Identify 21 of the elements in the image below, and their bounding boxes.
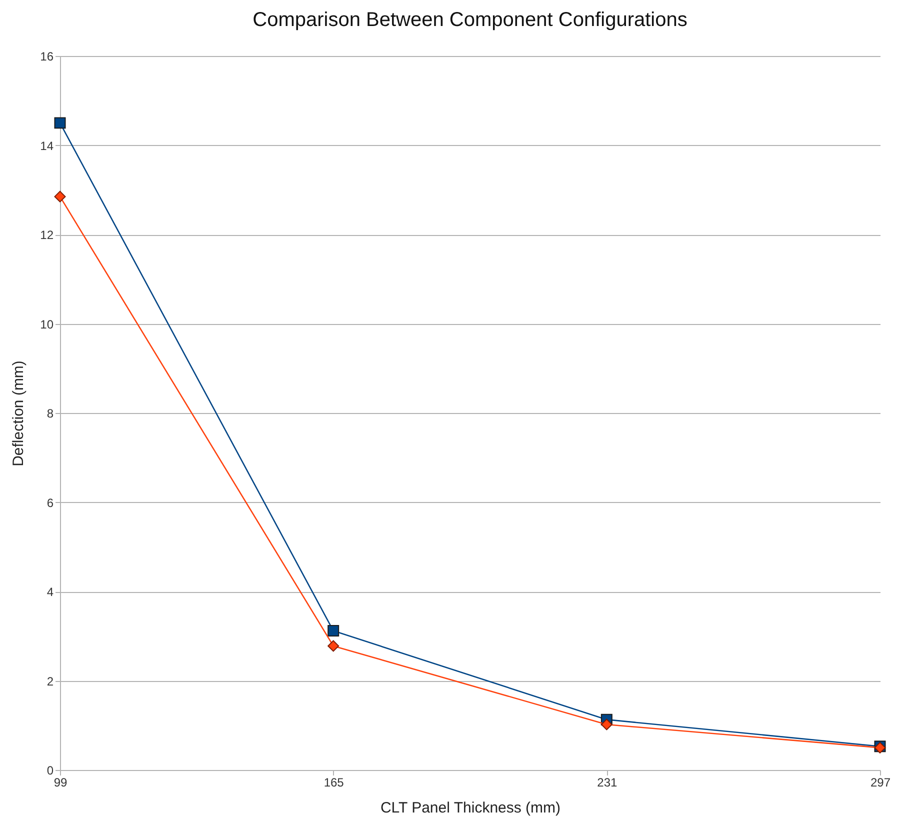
- point: [328, 640, 340, 652]
- x-tick-label: 165: [324, 776, 344, 790]
- y-tick-label: 4: [46, 585, 54, 599]
- point: [600, 718, 612, 730]
- y-tick-label: 14: [40, 138, 54, 153]
- y-axis-title: Deflection (mm): [10, 360, 28, 466]
- y-tick-label: 16: [40, 50, 54, 64]
- x-tick-label: 297: [870, 776, 891, 790]
- y-tick-label: 8: [46, 406, 54, 420]
- x-axis-title: CLT Panel Thickness (mm): [380, 800, 561, 816]
- y-tick-label: 12: [40, 228, 54, 242]
- y-tick-label: 2: [46, 674, 54, 688]
- y-tick-label: 0: [46, 764, 54, 778]
- y-tick-label: 6: [46, 496, 54, 510]
- chart-title: Comparison Between Component Configurations: [252, 9, 688, 31]
- point: [54, 190, 66, 202]
- point: [328, 625, 340, 637]
- x-tick-label: 99: [54, 776, 68, 790]
- point: [54, 117, 66, 129]
- y-tick-label: 10: [40, 317, 54, 332]
- x-tick-label: 231: [597, 776, 618, 790]
